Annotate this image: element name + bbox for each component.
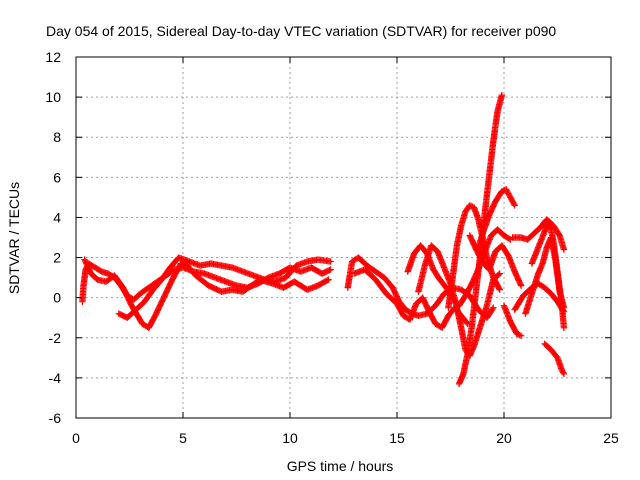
y-tick-label: 0 xyxy=(53,290,61,306)
data-point xyxy=(505,235,513,242)
series-t10 xyxy=(475,186,518,251)
data-point xyxy=(517,282,525,289)
data-point xyxy=(490,304,497,311)
plot-frame xyxy=(75,56,612,419)
x-tick-label: 20 xyxy=(496,430,512,446)
series-t11 xyxy=(466,232,525,289)
data-point xyxy=(495,271,502,278)
y-tick-label: -4 xyxy=(49,370,62,386)
x-tick-label: 25 xyxy=(603,430,619,446)
data-point xyxy=(464,320,471,327)
y-tick-label: 2 xyxy=(53,250,61,266)
data-point xyxy=(466,202,473,209)
data-point xyxy=(489,305,496,313)
data-points xyxy=(79,91,568,388)
data-point xyxy=(324,277,331,284)
y-tick-label: 6 xyxy=(53,169,61,185)
data-point xyxy=(511,202,518,209)
data-point xyxy=(560,246,568,253)
series-t16 xyxy=(522,234,568,317)
x-tick-label: 10 xyxy=(282,430,298,446)
data-point xyxy=(496,270,503,277)
data-point xyxy=(560,369,567,376)
x-tick-label: 15 xyxy=(389,430,405,446)
y-tick-label: -2 xyxy=(49,330,62,346)
data-point xyxy=(498,91,506,99)
data-point xyxy=(463,319,470,326)
data-point xyxy=(327,266,334,273)
data-point xyxy=(498,188,506,195)
series-t5 xyxy=(351,266,471,331)
x-axis-label: GPS time / hours xyxy=(287,458,394,474)
series-t12 xyxy=(500,302,525,339)
x-tick-label: 5 xyxy=(179,430,187,446)
y-tick-label: 8 xyxy=(53,129,61,145)
y-axis-label: SDTVAR / TECUs xyxy=(6,182,22,294)
data-point xyxy=(560,370,568,378)
series-t2 xyxy=(81,256,332,331)
data-point xyxy=(517,332,525,339)
axis-ticks: 0 5 10 15 20 25 -6 -4 -2 0 2 4 6 8 10 12 xyxy=(45,49,619,446)
data-point xyxy=(560,304,568,311)
data-point xyxy=(510,200,518,208)
y-tick-label: -6 xyxy=(49,410,62,426)
x-tick-label: 0 xyxy=(72,430,80,446)
data-point xyxy=(496,286,503,293)
series-t3 xyxy=(115,254,334,321)
data-point xyxy=(515,331,522,338)
data-point xyxy=(327,258,334,265)
data-point xyxy=(495,285,503,292)
data-point xyxy=(467,202,475,210)
y-tick-label: 10 xyxy=(45,89,61,105)
data-point xyxy=(560,324,568,331)
data-point xyxy=(325,276,332,283)
y-tick-label: 12 xyxy=(45,49,61,65)
data-point xyxy=(513,330,521,337)
y-tick-label: 4 xyxy=(53,209,61,225)
series-t17 xyxy=(541,340,568,378)
data-point xyxy=(516,331,523,339)
chart-title: Day 054 of 2015, Sidereal Day-to-day VTE… xyxy=(46,23,556,39)
